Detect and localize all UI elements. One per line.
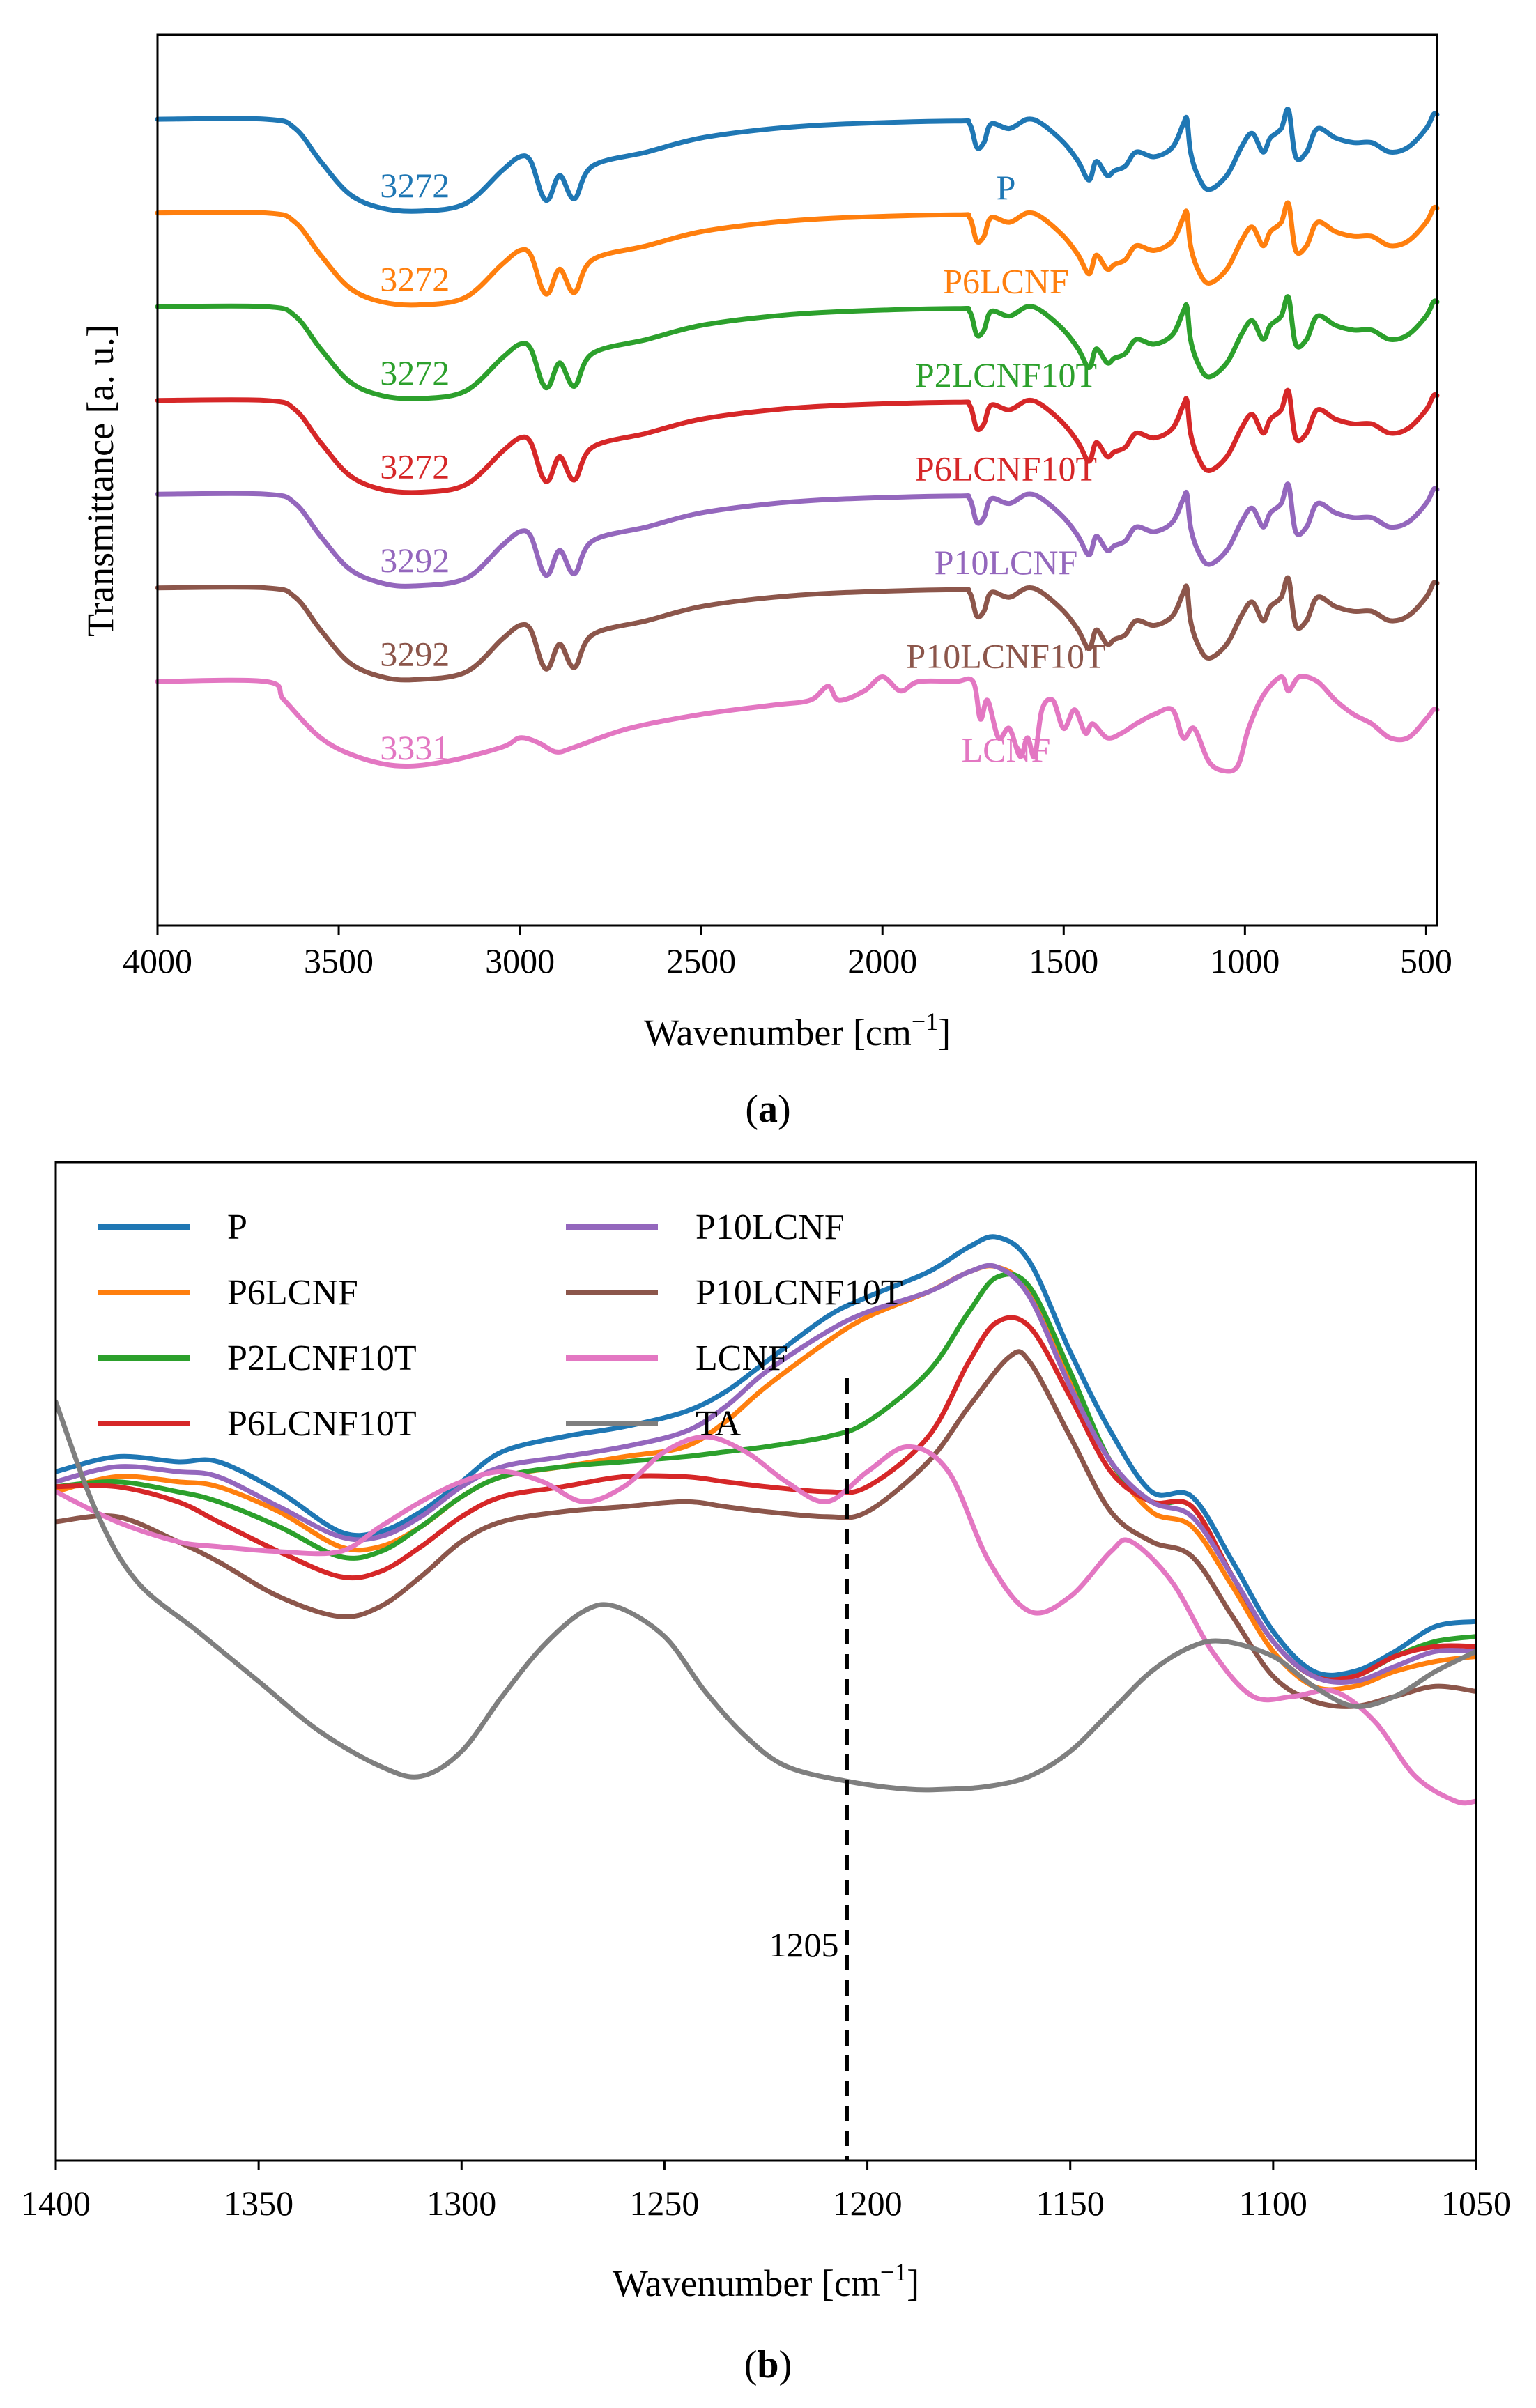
panel-a-y-axis-label: Transmittance [a. u.] [79,325,121,637]
panel-a-frame [156,33,1438,927]
panel-a-peak-label-P10LCNF10T: 3292 [380,635,450,674]
legend-label-P6LCNF: P6LCNF [227,1273,358,1313]
panel-b-curves [56,1234,1476,1806]
panel-a-tick-label: 500 [1400,941,1452,980]
legend-label-P2LCNF10T: P2LCNF10T [227,1338,417,1378]
panel-b-tick-label: 1200 [833,2184,903,2223]
panel-b-series-P10LCNF10T [56,1349,1476,1709]
panel-b-tick-label: 1300 [427,2184,496,2223]
panel-a-peak-label-P2LCNF10T: 3272 [380,353,450,392]
panel-b-series-P6LCNF [56,1263,1476,1692]
panel-a-series-P [155,107,1440,214]
panel-a-tick-label: 3500 [304,941,374,980]
panel-a-x-axis-label: Wavenumber [cm−1] [644,1008,951,1054]
panel-a-series-label-P10LCNF10T: P10LCNF10T [906,637,1105,676]
panel-a: 3272 P 3272 P6LCNF 3272 P2LCNF10T 3272 P6LCNF10… [79,33,1452,1131]
panel-a-x-ticks: 4000 3500 3000 2500 2000 1500 1000 500 [123,925,1452,980]
panel-b-series-TA [56,1399,1476,1793]
panel-b-series-P [56,1234,1476,1678]
panel-b-x-axis-label: Wavenumber [cm−1] [613,2258,919,2304]
panel-a-series-LCNF [155,674,1440,774]
panel-a-label: (a) [745,1088,790,1131]
panel-a-tick-label: 1500 [1029,941,1098,980]
panel-a-series-label-LCNF: LCNF [962,730,1051,769]
panel-a-tick-label: 2000 [847,941,917,980]
panel-a-peak-label-P: 3272 [380,166,450,205]
panel-a-peak-label-P6LCNF: 3272 [380,260,450,299]
panel-a-tick-label: 4000 [123,941,192,980]
panel-a-series-label-P10LCNF: P10LCNF [935,543,1078,582]
panel-a-series-label-P: P [997,168,1016,207]
panel-b-tick-label: 1100 [1239,2184,1307,2223]
panel-a-peak-label-P6LCNF10T: 3272 [380,447,450,486]
panel-a-series-P6LCNF [155,200,1440,308]
legend-label-P10LCNF10T: P10LCNF10T [696,1273,903,1313]
panel-a-peak-label-P10LCNF: 3292 [380,541,450,580]
panel-b-series-LCNF [56,1434,1476,1806]
panel-b-tick-label: 1350 [224,2184,293,2223]
panel-b-frame [54,1161,1477,2162]
panel-a-series-label-P2LCNF10T: P2LCNF10T [915,355,1097,394]
panel-b-legend: P P6LCNF P2LCNF10T P6LCNF10T P10LCNF P10LCNF1… [98,1207,903,1444]
panel-b-tick-label: 1150 [1036,2184,1105,2223]
legend-label-LCNF: LCNF [696,1338,788,1378]
panel-b-tick-label: 1250 [629,2184,699,2223]
panel-b: 1205 P P6LCNF P2LCNF10T P6LCNF10T P10LCNF P10… [21,1161,1511,2386]
panel-a-tick-label: 3000 [485,941,555,980]
panel-b-series-P10LCNF [56,1263,1476,1685]
panel-a-series-P10LCNF [155,481,1440,589]
panel-a-series-P6LCNF10T [155,387,1440,495]
panel-a-series-label-P6LCNF10T: P6LCNF10T [915,449,1097,488]
legend-label-P6LCNF10T: P6LCNF10T [227,1404,417,1444]
vline-label: 1205 [769,1925,838,1964]
panel-a-tick-label: 2500 [666,941,736,980]
panel-b-label: (b) [744,2343,792,2386]
panel-b-tick-label: 1050 [1441,2184,1511,2223]
panel-a-peak-label-LCNF: 3331 [380,728,450,767]
panel-a-series-P2LCNF10T [155,294,1440,401]
panel-b-tick-label: 1400 [21,2184,91,2223]
panel-a-curves [155,107,1440,774]
legend-label-P: P [227,1207,247,1247]
panel-a-series-label-P6LCNF: P6LCNF [943,262,1069,301]
panel-a-annotations: 3272 P 3272 P6LCNF 3272 P2LCNF10T 3272 P6LCNF10… [380,166,1105,769]
panel-a-series-P10LCNF10T [155,575,1440,683]
legend-label-P10LCNF: P10LCNF [696,1207,845,1247]
panel-a-tick-label: 1000 [1210,941,1280,980]
legend-label-TA: TA [696,1404,742,1444]
panel-b-x-ticks: 1400 1350 1300 1250 1200 1150 1100 1050 [21,2161,1511,2223]
